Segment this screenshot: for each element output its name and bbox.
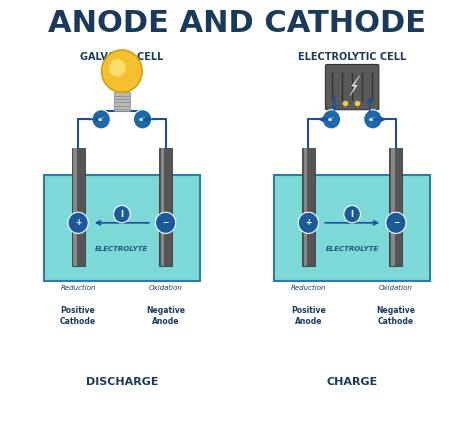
Text: ELECTROLYTE: ELECTROLYTE: [95, 246, 148, 252]
Text: +: +: [75, 218, 81, 227]
Text: I: I: [351, 210, 354, 218]
Bar: [72, 148, 84, 266]
Text: Positive
Anode: Positive Anode: [291, 306, 326, 326]
Circle shape: [364, 110, 382, 129]
Text: Oxidation: Oxidation: [149, 286, 182, 291]
Text: e⁻: e⁻: [139, 117, 146, 122]
Text: −: −: [393, 218, 399, 227]
Text: ELECTROLYTE: ELECTROLYTE: [326, 246, 379, 252]
Circle shape: [68, 212, 88, 233]
Bar: [161, 148, 164, 266]
Text: e⁻: e⁻: [328, 117, 335, 122]
Bar: [73, 148, 77, 266]
Text: CHARGE: CHARGE: [327, 377, 378, 387]
Circle shape: [92, 110, 110, 129]
Circle shape: [386, 212, 406, 233]
Text: e⁻: e⁻: [369, 117, 377, 122]
Circle shape: [322, 110, 341, 129]
Text: e⁻: e⁻: [97, 117, 105, 122]
Bar: [304, 148, 307, 266]
Bar: [392, 148, 394, 266]
Circle shape: [155, 212, 176, 233]
Text: Positive
Cathode: Positive Cathode: [60, 306, 96, 326]
Text: −: −: [163, 218, 169, 227]
Circle shape: [298, 212, 319, 233]
Text: DISCHARGE: DISCHARGE: [86, 377, 158, 387]
Bar: [159, 148, 172, 266]
Text: ANODE AND CATHODE: ANODE AND CATHODE: [48, 9, 426, 37]
Text: Negative
Cathode: Negative Cathode: [376, 306, 415, 326]
Text: Reduction: Reduction: [60, 286, 96, 291]
Polygon shape: [350, 75, 360, 96]
Bar: [302, 148, 315, 266]
Text: LOAD: LOAD: [111, 69, 132, 78]
Bar: [114, 92, 130, 111]
Circle shape: [114, 205, 130, 223]
Circle shape: [133, 110, 152, 129]
Text: +: +: [305, 218, 311, 227]
Circle shape: [101, 50, 142, 92]
FancyBboxPatch shape: [326, 65, 379, 110]
Text: ELECTROLYTIC CELL: ELECTROLYTIC CELL: [298, 52, 406, 62]
Text: Reduction: Reduction: [291, 286, 326, 291]
Circle shape: [344, 205, 360, 223]
Text: CHARGER: CHARGER: [333, 69, 371, 78]
Text: GALVANIC CELL: GALVANIC CELL: [80, 52, 164, 62]
Bar: [274, 175, 430, 281]
Text: Oxidation: Oxidation: [379, 286, 413, 291]
Bar: [44, 175, 200, 281]
Text: I: I: [120, 210, 123, 218]
Text: Negative
Anode: Negative Anode: [146, 306, 185, 326]
Bar: [390, 148, 402, 266]
Circle shape: [109, 59, 126, 76]
